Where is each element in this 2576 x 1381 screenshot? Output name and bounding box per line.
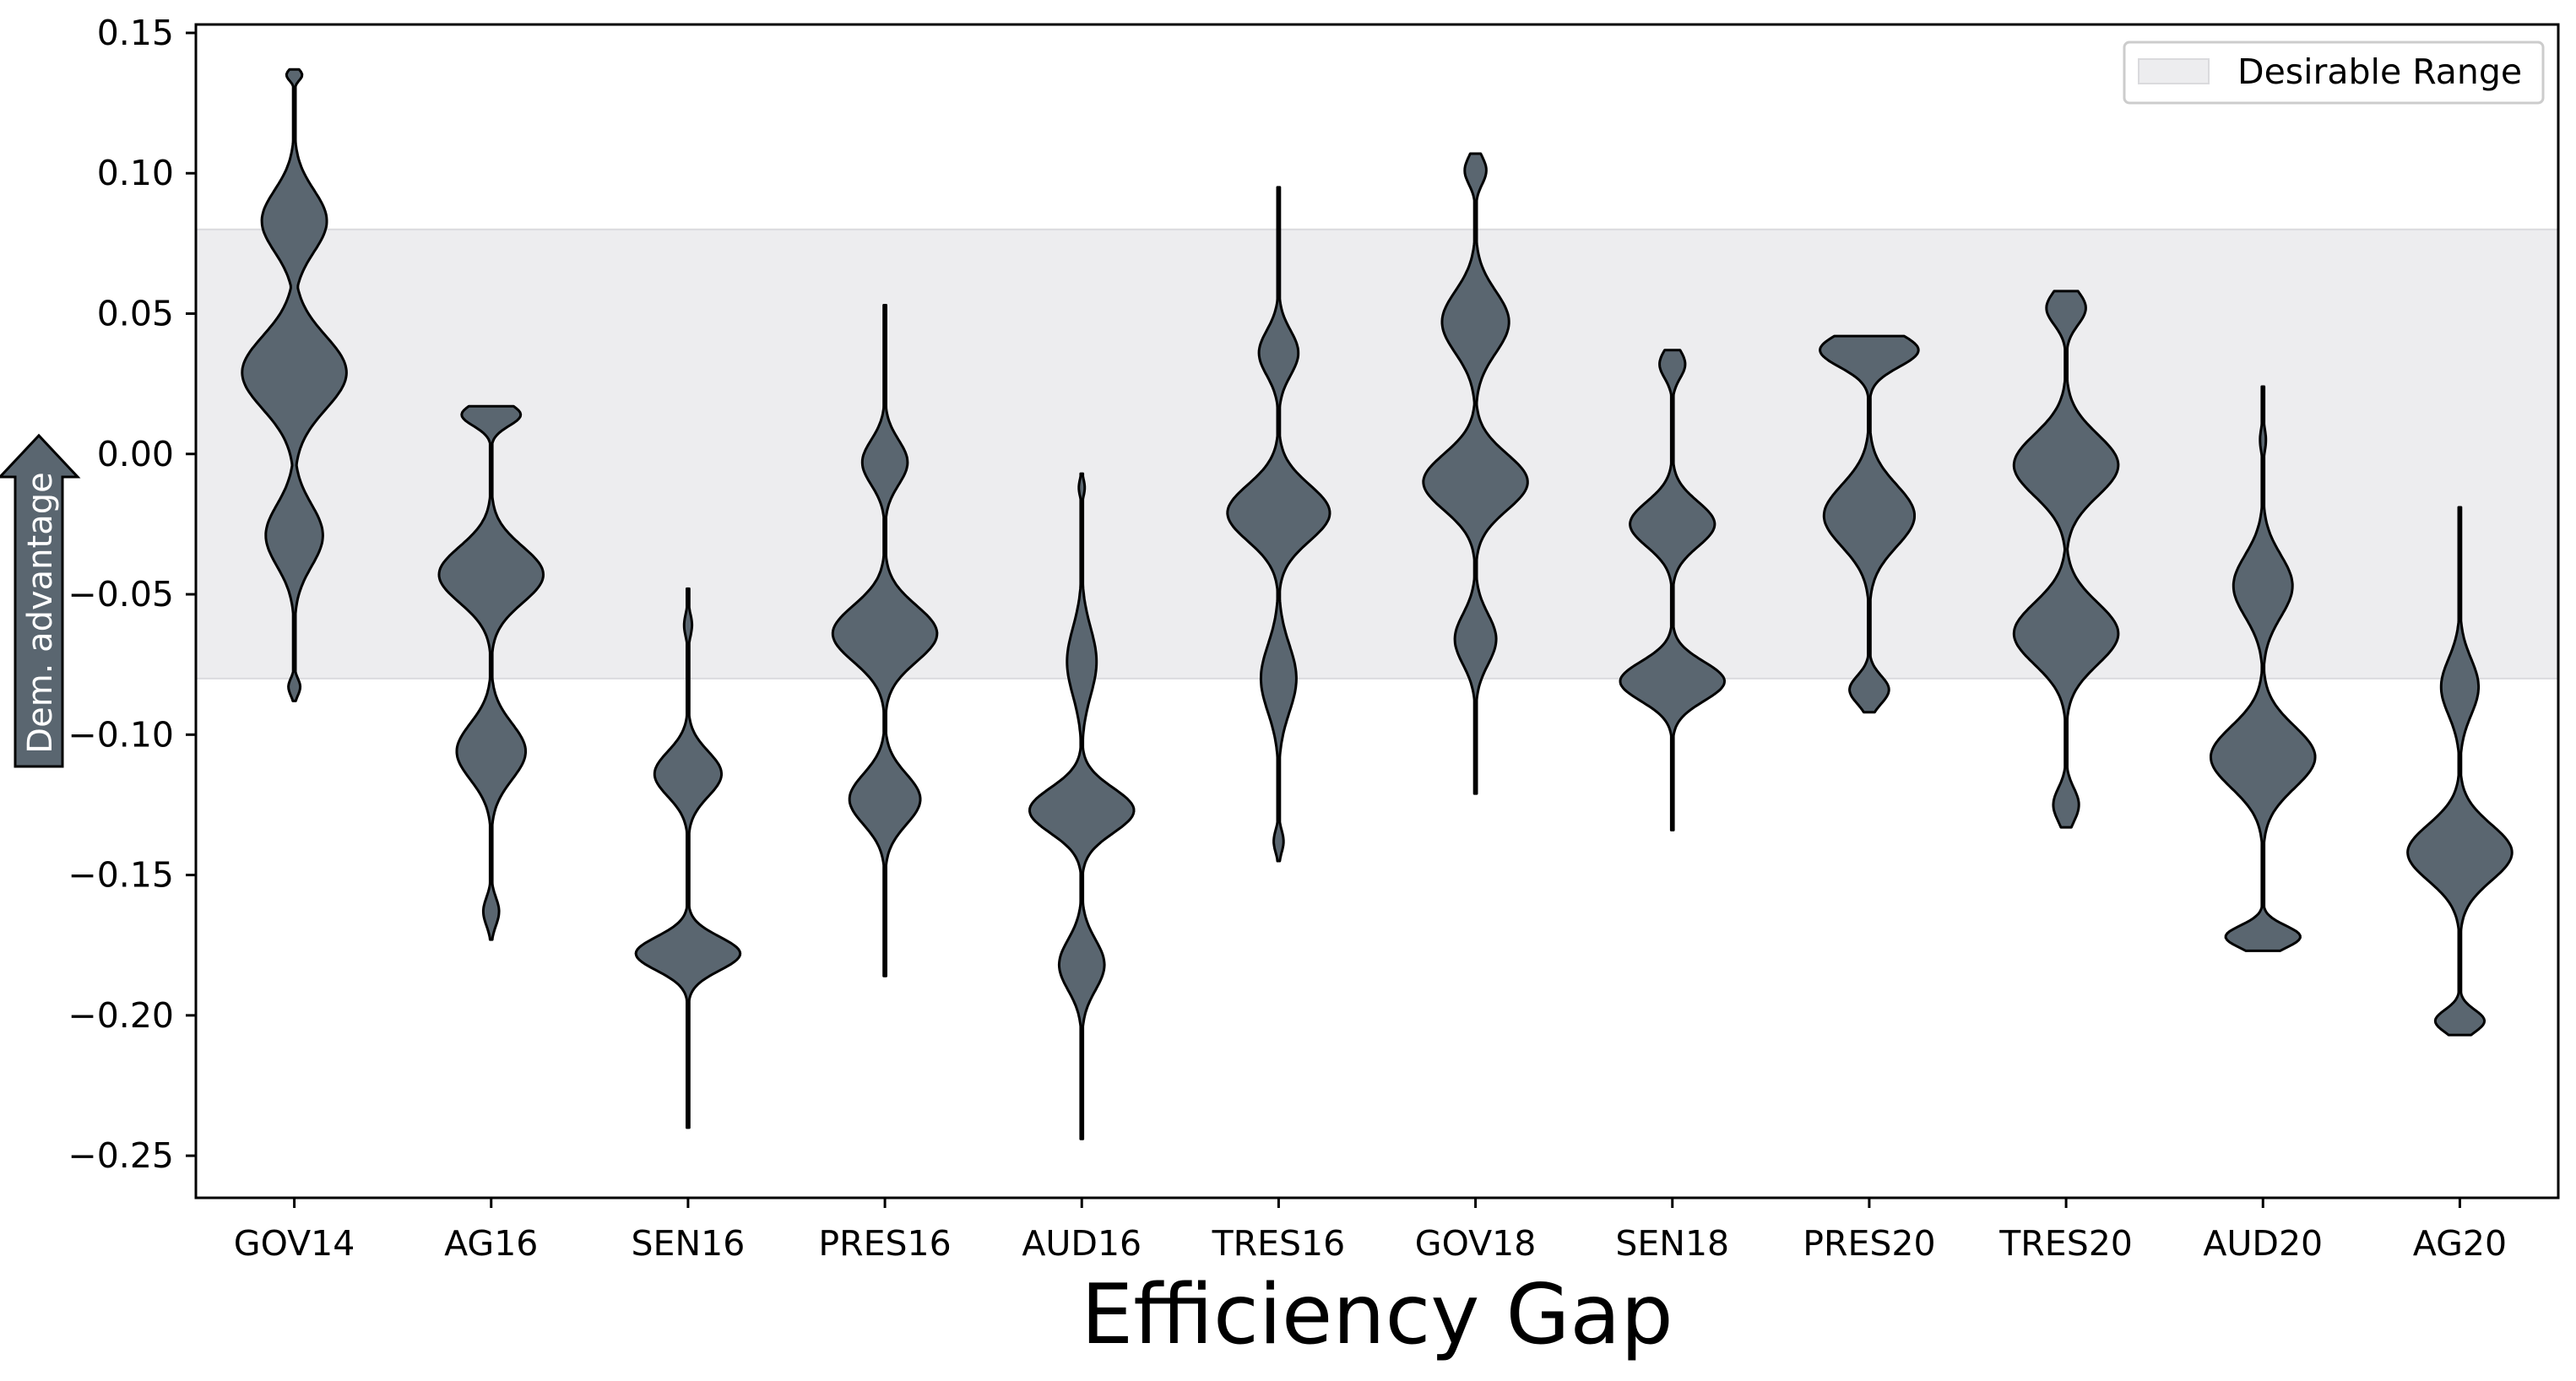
violin-aud16 — [1028, 472, 1136, 1140]
x-tick-label: SEN16 — [632, 1223, 746, 1264]
x-tick-label: PRES20 — [1803, 1223, 1935, 1264]
y-tick-label: 0.05 — [97, 294, 174, 334]
violin-sen18 — [1619, 349, 1726, 831]
legend-frame — [2123, 41, 2545, 105]
violin-sen16 — [634, 587, 742, 1129]
legend-swatch — [2138, 58, 2210, 84]
x-tick-label: AUD16 — [1022, 1223, 1142, 1264]
violin-pres16 — [831, 304, 939, 978]
y-tick-label: −0.10 — [68, 714, 174, 755]
x-tick-label: AUD20 — [2203, 1223, 2323, 1264]
x-tick-label: AG20 — [2413, 1223, 2507, 1264]
violin-pres20 — [1819, 334, 1920, 714]
x-tick-label: PRES16 — [818, 1223, 951, 1264]
x-tick-label: AG16 — [444, 1223, 538, 1264]
plot-frame — [194, 23, 2560, 1200]
violin-tres16 — [1226, 186, 1331, 863]
y-tick-label: −0.05 — [68, 574, 174, 615]
x-tick-label: GOV14 — [234, 1223, 355, 1264]
arrow-shape — [0, 433, 81, 768]
y-tick-label: 0.10 — [97, 153, 174, 193]
violin-gov14 — [241, 68, 348, 702]
y-tick-label: 0.15 — [97, 13, 174, 53]
violin-aud20 — [2210, 385, 2317, 952]
violin-ag20 — [2406, 506, 2514, 1037]
x-axis: GOV14 AG16 SEN16 PRES16 AUD16 TRES16 GOV18 SEN1… — [234, 1198, 2507, 1264]
desirable-range-band — [195, 228, 2559, 680]
y-tick-label: −0.25 — [68, 1135, 174, 1176]
violin-tres20 — [2012, 290, 2120, 829]
y-axis: 0.15 0.10 0.05 0.00 −0.05 −0.10 −0.15 −0.20 −0.2… — [68, 13, 196, 1176]
y-tick-label: −0.15 — [68, 855, 174, 896]
x-tick-label: GOV18 — [1415, 1223, 1537, 1264]
x-axis-title: Efficiency Gap — [1081, 1267, 1673, 1363]
y-tick-label: 0.00 — [97, 434, 174, 474]
violin-group — [241, 68, 2514, 1140]
dem-advantage-arrow: Dem. advantage — [0, 433, 81, 768]
legend: Desirable Range — [2123, 41, 2545, 105]
legend-label: Desirable Range — [2237, 51, 2522, 92]
violin-ag16 — [437, 404, 545, 941]
y-tick-label: −0.20 — [68, 995, 174, 1036]
violin-gov18 — [1422, 152, 1529, 795]
x-tick-label: SEN18 — [1615, 1223, 1729, 1264]
x-tick-label: TRES16 — [1212, 1223, 1346, 1264]
x-tick-label: TRES20 — [1998, 1223, 2133, 1264]
arrow-label: Dem. advantage — [21, 472, 60, 753]
